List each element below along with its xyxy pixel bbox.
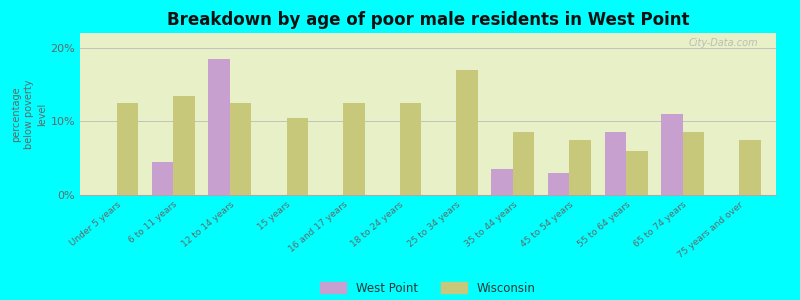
Bar: [174, 96, 195, 195]
Title: Breakdown by age of poor male residents in West Point: Breakdown by age of poor male residents …: [166, 11, 690, 29]
Bar: [152, 162, 174, 195]
Bar: [513, 132, 534, 195]
Bar: [661, 114, 682, 195]
Bar: [605, 132, 626, 195]
Bar: [626, 151, 647, 195]
Bar: [739, 140, 761, 195]
Text: City-Data.com: City-Data.com: [689, 38, 758, 48]
Bar: [682, 132, 704, 195]
Bar: [400, 103, 422, 195]
Bar: [548, 173, 570, 195]
Bar: [343, 103, 365, 195]
Bar: [456, 70, 478, 195]
Bar: [209, 59, 230, 195]
Bar: [230, 103, 251, 195]
Bar: [286, 118, 308, 195]
Legend: West Point, Wisconsin: West Point, Wisconsin: [315, 277, 541, 299]
Bar: [570, 140, 591, 195]
Bar: [491, 169, 513, 195]
Y-axis label: percentage
below poverty
level: percentage below poverty level: [11, 79, 48, 149]
Bar: [117, 103, 138, 195]
